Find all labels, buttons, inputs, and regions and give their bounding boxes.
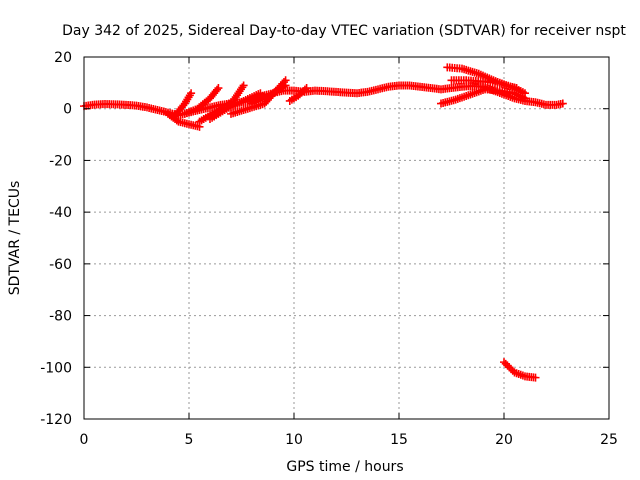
series-diagonal-3 (180, 84, 223, 118)
tick-labels: 0 5 10 15 20 25 -120 -100 -80 -60 -40 -20 0 20 (40, 50, 618, 448)
data-point (214, 84, 223, 93)
series-branch-low (437, 85, 529, 108)
x-tick-label: 25 (600, 432, 618, 448)
axes (83, 56, 610, 420)
series-block-10 (285, 84, 311, 105)
data-point (302, 84, 311, 93)
y-tick-label: -100 (40, 360, 72, 376)
y-tick-label: -120 (40, 412, 72, 428)
x-tick-label: 10 (285, 432, 303, 448)
x-tick-label: 15 (390, 432, 408, 448)
y-axis-label: SDTVAR / TECUs (7, 181, 23, 296)
y-tick-label: 0 (63, 102, 72, 118)
data-point (213, 85, 221, 94)
data-point (558, 99, 567, 108)
data-point (281, 81, 290, 90)
y-tick-label: -40 (49, 205, 72, 221)
data-point (239, 81, 248, 90)
data-point (300, 85, 309, 94)
series-branch-high (447, 76, 529, 98)
x-axis-label: GPS time / hours (286, 459, 403, 475)
data-point (521, 94, 529, 103)
y-tick-label: -80 (49, 309, 72, 325)
data-points (80, 63, 567, 382)
chart-title: Day 342 of 2025, Sidereal Day-to-day VTE… (62, 23, 626, 39)
y-tick-label: 20 (54, 50, 72, 66)
data-point (531, 373, 540, 382)
y-tick-label: -20 (49, 153, 72, 169)
series-diagonal-2 (170, 89, 196, 121)
x-tick-label: 20 (495, 432, 513, 448)
series-outlier (500, 358, 540, 382)
data-point (187, 89, 196, 98)
series-diagonal-7 (248, 81, 290, 108)
plot-border (83, 56, 610, 420)
x-tick-label: 0 (80, 432, 89, 448)
x-tick-label: 5 (185, 432, 194, 448)
y-tick-label: -60 (49, 257, 72, 273)
